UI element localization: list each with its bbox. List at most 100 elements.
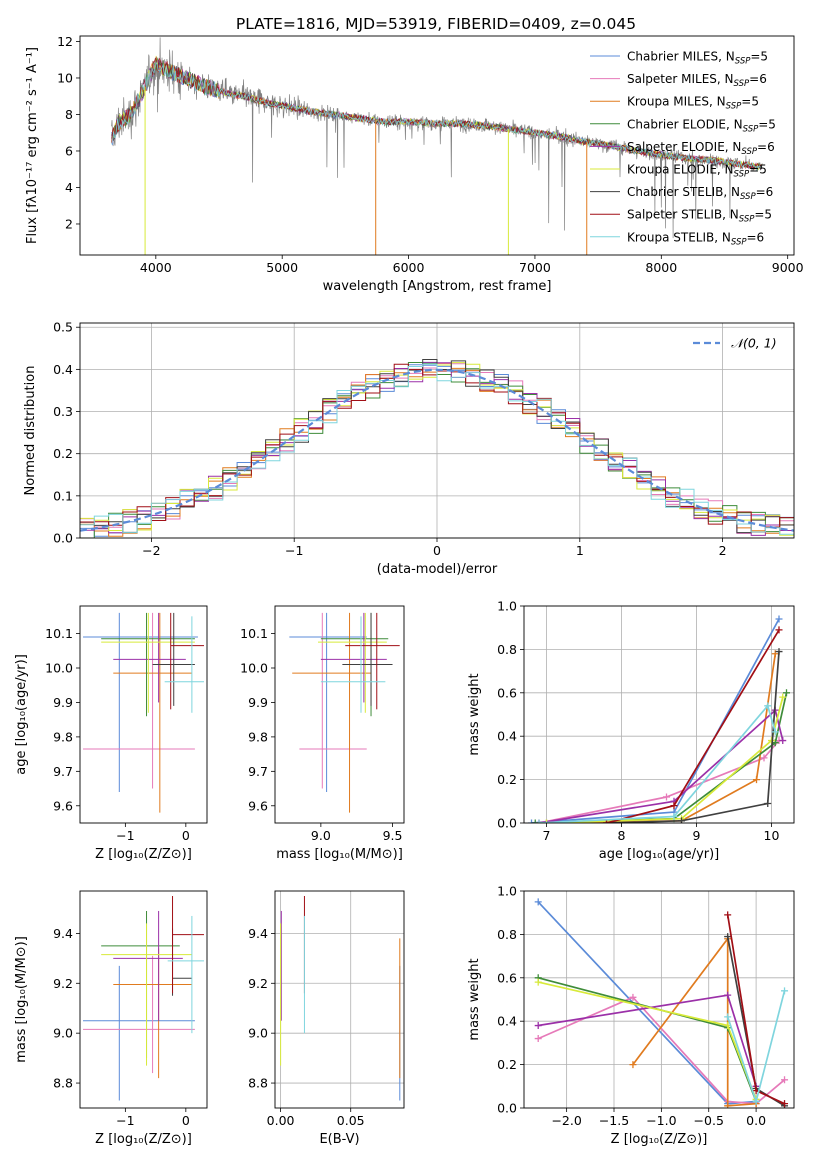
- axes-frame: [79, 605, 208, 824]
- y-tick-label: 0.2: [497, 772, 517, 787]
- x-tick-label: 0.05: [337, 1113, 365, 1128]
- x-tick-label: 0: [182, 1113, 190, 1128]
- legend-label: Chabrier ELODIE, NSSP=5: [627, 117, 776, 134]
- y-tick-label: 9.8: [248, 729, 268, 744]
- weight-marker: [781, 1076, 789, 1084]
- y-tick-label: 0.3: [53, 404, 73, 419]
- y-tick-label: 8.8: [248, 1076, 268, 1091]
- weight-line-salpeter-miles: [538, 739, 780, 823]
- y-tick-label: 0.0: [53, 531, 73, 546]
- y-tick-label: 10: [57, 70, 73, 85]
- y-tick-label: 8: [65, 107, 73, 122]
- weight-marker: [753, 776, 760, 784]
- x-tick-label: −1: [116, 828, 134, 843]
- y-tick-label: 1.0: [497, 599, 517, 614]
- weight-marker: [531, 819, 539, 823]
- x-tick-label: 5000: [266, 260, 298, 275]
- y-tick-label: 0.0: [497, 816, 517, 831]
- weight-marker: [670, 802, 678, 810]
- y-tick-label: 9.7: [248, 764, 268, 779]
- weight-marker: [781, 987, 789, 995]
- normal-distribution-line: [80, 368, 794, 532]
- y-tick-label: 0.2: [497, 1057, 517, 1072]
- x-axis-label: Z [log₁₀(Z/Z⊙)]: [95, 847, 192, 862]
- weight-marker: [779, 737, 787, 745]
- weight-marker: [528, 819, 535, 823]
- weight-marker: [771, 650, 779, 658]
- x-tick-label: 9.5: [383, 828, 403, 843]
- legend-label: Salpeter STELIB, NSSP=5: [627, 208, 772, 225]
- weight-marker: [779, 693, 787, 701]
- weight-marker: [764, 702, 772, 710]
- y-tick-label: 0.8: [497, 642, 517, 657]
- weight-marker: [724, 911, 732, 919]
- y-tick-label: 9.6: [53, 798, 73, 813]
- x-tick-label: −0.5: [694, 1113, 724, 1128]
- plot-area: [111, 37, 763, 255]
- y-tick-label: 4: [65, 180, 73, 195]
- weight-marker: [752, 1097, 760, 1105]
- y-tick-label: 0.6: [497, 685, 517, 700]
- y-tick-label: 9.9: [53, 695, 73, 710]
- legend-label: Chabrier MILES, NSSP=5: [627, 50, 768, 67]
- plot-area: [83, 612, 204, 813]
- plot-area: [289, 612, 400, 813]
- weight-marker: [724, 933, 732, 941]
- weight-marker: [764, 799, 772, 807]
- y-tick-label: 0.4: [53, 362, 73, 377]
- weight-marker: [534, 898, 542, 906]
- spectrum-axes: 4000 5000 6000 7000 8000 9000 2 4 6 8 10 12 waveleng…: [25, 34, 804, 294]
- y-tick-label: 8.8: [53, 1076, 73, 1091]
- y-tick-label: 9.0: [53, 1026, 73, 1041]
- chart-layer: 4000 5000 6000 7000 8000 900024681012waveleng…: [14, 34, 804, 1147]
- x-tick-label: 9000: [772, 260, 804, 275]
- y-axis-label: Normed distribution: [23, 366, 38, 496]
- weight-marker: [629, 993, 637, 1001]
- y-tick-label: 10.1: [240, 626, 268, 641]
- weight-marker: [775, 615, 783, 623]
- weight-marker: [781, 1100, 789, 1108]
- y-tick-label: 9.2: [248, 976, 268, 991]
- x-tick-label: −1.0: [646, 1113, 676, 1128]
- legend-label: Kroupa MILES, NSSP=5: [627, 95, 759, 112]
- weight-line-chabrier-miles: [537, 901, 757, 1105]
- x-tick-label: 0.00: [267, 1113, 295, 1128]
- figure-title: PLATE=1816, MJD=53919, FIBERID=0409, z=0…: [236, 15, 636, 33]
- axes-frame: [274, 890, 405, 1109]
- x-tick-label: 9.0: [311, 828, 331, 843]
- y-tick-label: 0.8: [497, 927, 517, 942]
- x-tick-label: −1: [116, 1113, 134, 1128]
- age-vs-mass-axes: 9.0 9.5 9.6 9.7 9.8 9.9 10.0 10.1 mass [log₁₀(M/…: [240, 605, 405, 862]
- x-axis-label: age [log₁₀(age/yr)]: [599, 847, 720, 862]
- y-tick-label: 9.7: [53, 764, 73, 779]
- residual-histogram-kroupa-stelib: [80, 363, 794, 535]
- x-tick-label: 9: [693, 828, 701, 843]
- plot-area: [528, 615, 790, 823]
- weight-marker: [678, 817, 685, 823]
- weight-line-salpeter-elodie: [538, 994, 757, 1087]
- x-axis-label: Z [log₁₀(Z/Z⊙)]: [95, 1132, 192, 1147]
- weight-marker: [724, 1013, 732, 1021]
- mass-vs-z-axes: −1 0 8.8 9.0 9.2 9.4 Z [log₁₀(Z/Z⊙)] mass [log₁…: [14, 890, 208, 1147]
- axes-frame: [523, 890, 795, 1109]
- legend-label: Salpeter MILES, NSSP=6: [627, 72, 767, 89]
- weight-marker: [629, 1061, 637, 1069]
- y-tick-label: 9.4: [53, 926, 73, 941]
- weight-line-kroupa-stelib: [538, 704, 777, 823]
- x-tick-label: 6000: [393, 260, 425, 275]
- x-tick-label: 0.0: [746, 1113, 766, 1128]
- x-axis-label: mass [log₁₀(M/M⊙)]: [276, 847, 403, 862]
- y-axis-label: mass weight: [467, 958, 482, 1040]
- x-tick-label: 10: [764, 828, 780, 843]
- x-axis-label: E(B-V): [319, 1132, 359, 1147]
- axes-frame: [523, 605, 795, 824]
- weight-line-chabrier-stelib: [606, 651, 780, 823]
- weight-marker: [534, 978, 542, 986]
- y-tick-label: 9.0: [248, 1026, 268, 1041]
- weight-marker: [724, 991, 732, 999]
- weight-marker: [670, 812, 678, 820]
- x-axis-label: wavelength [Angstrom, rest frame]: [323, 279, 552, 294]
- y-tick-label: 0.1: [53, 488, 73, 503]
- y-tick-label: 9.6: [248, 798, 268, 813]
- weight-marker: [775, 648, 783, 656]
